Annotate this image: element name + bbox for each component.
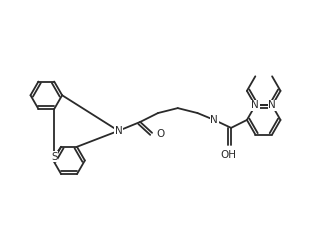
Text: N: N	[268, 100, 276, 110]
Text: N: N	[210, 115, 218, 125]
Text: O: O	[156, 129, 164, 139]
Text: S: S	[51, 152, 58, 161]
Text: N: N	[251, 100, 259, 110]
Text: N: N	[115, 126, 122, 136]
Text: OH: OH	[220, 150, 236, 160]
